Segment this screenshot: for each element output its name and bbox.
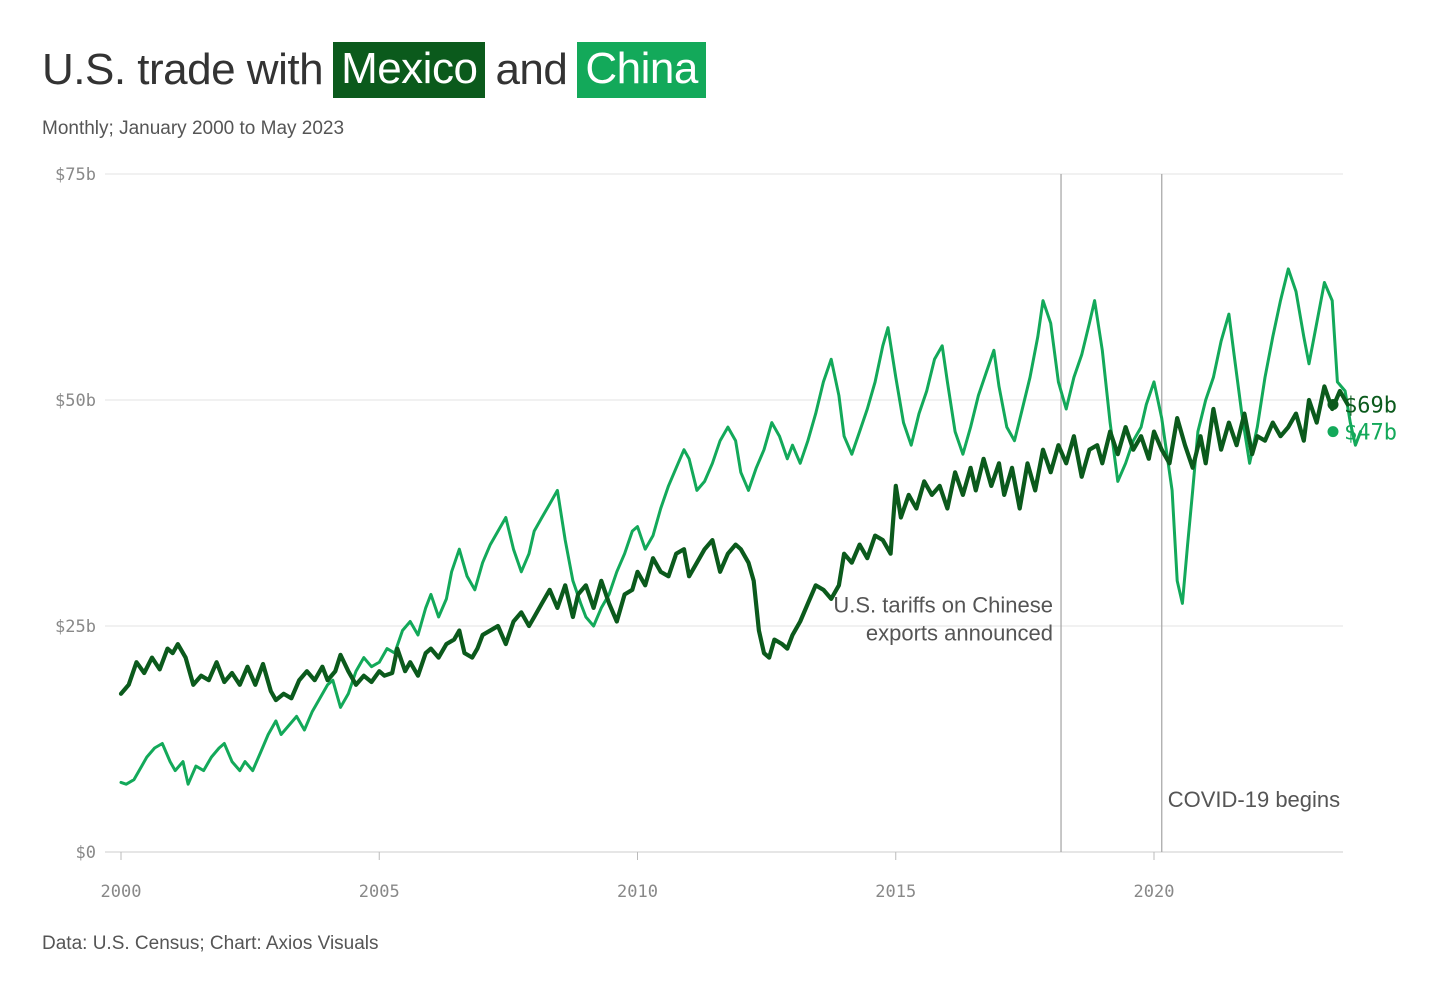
title-mexico-highlight: Mexico (333, 42, 486, 98)
source-note: Data: U.S. Census; Chart: Axios Visuals (42, 933, 379, 954)
y-tick-label: $75b (55, 165, 96, 185)
end-label-mexico: $69b (1344, 394, 1397, 419)
x-tick-label: 2000 (101, 882, 142, 902)
x-tick-label: 2015 (875, 882, 916, 902)
end-point-china (1327, 426, 1339, 438)
chart-title: U.S. trade with Mexico and China (42, 40, 716, 100)
annotation-text: U.S. tariffs on Chinese (833, 592, 1053, 617)
y-tick-label: $25b (55, 617, 96, 637)
y-tick-label: $0 (76, 843, 96, 863)
title-and: and (495, 45, 568, 94)
x-tick-label: 2010 (617, 882, 658, 902)
x-tick-label: 2005 (359, 882, 400, 902)
annotation-text: COVID-19 begins (1168, 787, 1340, 812)
x-tick-label: 2020 (1134, 882, 1175, 902)
annotation-text: exports announced (866, 620, 1053, 645)
title-china-highlight: China (577, 42, 706, 98)
series-line-china (119, 267, 1363, 786)
title-prefix: U.S. trade with (42, 45, 324, 94)
series-line-mexico (118, 384, 1350, 703)
y-tick-label: $50b (55, 391, 96, 411)
end-point-mexico (1327, 399, 1339, 411)
end-label-china: $47b (1344, 421, 1397, 446)
chart-subtitle: Monthly; January 2000 to May 2023 (42, 118, 345, 139)
